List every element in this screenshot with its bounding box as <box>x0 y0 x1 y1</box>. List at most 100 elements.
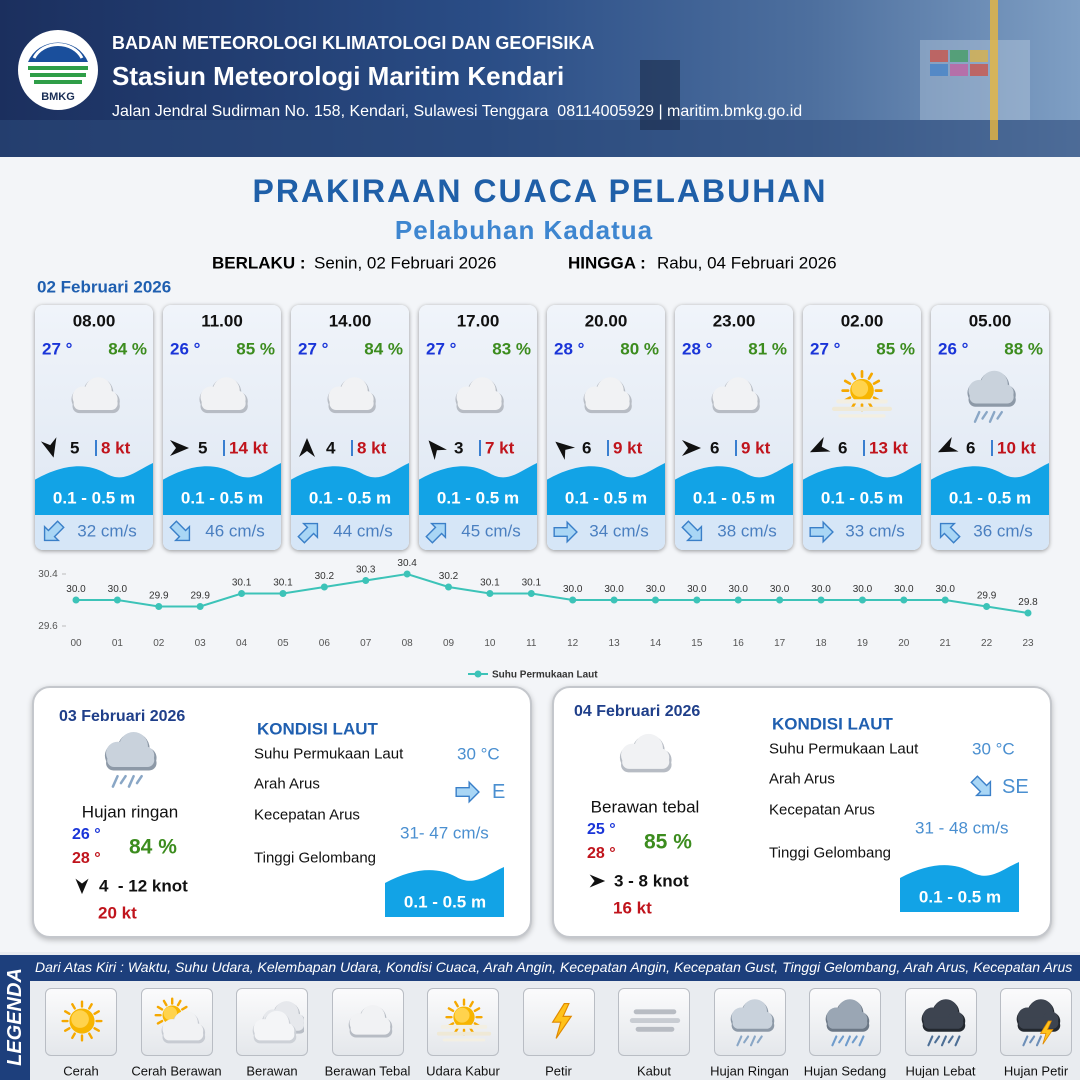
condition: Hujan ringan <box>81 802 179 822</box>
graphic <box>937 436 959 453</box>
wind-range: 4 - 12 knot <box>99 876 188 896</box>
graphic <box>436 1031 492 1036</box>
legend-icon <box>629 1009 681 1032</box>
data-label: 30.0 <box>853 584 873 595</box>
graphic <box>589 874 606 888</box>
point <box>362 577 370 584</box>
point <box>155 603 163 610</box>
x-tick-label: 03 <box>195 638 207 649</box>
graphic <box>930 50 948 62</box>
graphic <box>970 50 988 62</box>
graphic <box>713 397 758 410</box>
graphic <box>385 867 504 917</box>
graphic <box>71 1003 76 1010</box>
temp-min: 25 ° <box>587 821 616 838</box>
wind-arrow <box>555 441 576 460</box>
current-arrow <box>970 775 992 797</box>
graphic <box>473 1007 481 1013</box>
wind-arrow <box>589 874 606 888</box>
air-temp: 28 ° <box>682 339 713 359</box>
legend-icon <box>921 999 965 1047</box>
graphic <box>967 370 1016 407</box>
graphic <box>156 1005 163 1011</box>
wind-arrow <box>428 440 447 461</box>
graphic <box>827 1017 868 1029</box>
point <box>113 596 121 604</box>
graphic <box>28 66 88 84</box>
gust: 10 kt <box>997 438 1036 458</box>
current-speed: 33 cm/s <box>845 521 905 541</box>
graphic <box>135 774 143 785</box>
x-tick-label: 15 <box>691 638 703 649</box>
air-temp: 27 ° <box>426 339 457 359</box>
sea-label: Kecepatan Arus <box>769 801 875 819</box>
graphic <box>838 1035 845 1044</box>
day-date: 04 Februari 2026 <box>574 703 701 720</box>
graphic <box>981 410 988 420</box>
point <box>693 596 701 604</box>
wind-speed: 6 <box>582 438 592 458</box>
day-date: 03 Februari 2026 <box>59 708 186 725</box>
data-label: 30.4 <box>397 558 417 569</box>
x-tick-label: 14 <box>650 638 662 649</box>
point <box>817 596 825 604</box>
wave-height: 0.1 - 0.5 m <box>692 488 776 508</box>
point <box>983 603 991 610</box>
wind-arrow <box>682 440 701 456</box>
humidity: 83 % <box>492 339 531 359</box>
graphic <box>1016 999 1061 1032</box>
legend-icon <box>825 999 870 1047</box>
separator <box>607 440 609 456</box>
legend-box <box>522 988 595 1056</box>
point <box>445 583 453 591</box>
graphic <box>742 1035 749 1044</box>
address: Jalan Jendral Sudirman No. 158, Kendari,… <box>112 103 803 120</box>
point <box>858 596 866 604</box>
forecast-card: 05.00 26 ° 88 % 6 10 kt 0.1 - 0.5 m 36 cm/s <box>931 305 1049 550</box>
graphic <box>973 410 981 423</box>
graphic <box>970 64 988 76</box>
x-tick-label: 04 <box>236 638 248 649</box>
graphic <box>732 1017 772 1029</box>
gust: 7 kt <box>485 438 515 458</box>
legend-item: Cerah Berawan <box>131 1063 222 1079</box>
humidity: 84 % <box>108 339 147 359</box>
graphic <box>455 780 480 804</box>
graphic <box>428 440 447 461</box>
graphic <box>831 1035 838 1047</box>
graphic <box>0 120 1080 157</box>
title: PRAKIRAAN CUACA PELABUHAN <box>252 173 828 209</box>
graphic <box>104 732 157 771</box>
wave-band <box>803 463 921 515</box>
legend-item: Petir <box>545 1063 572 1079</box>
legend-item: Berawan <box>246 1063 298 1079</box>
data-label: 30.0 <box>66 584 86 595</box>
x-tick-label: 17 <box>774 638 786 649</box>
wave-height: 0.1 - 0.5 m <box>820 488 904 508</box>
wave-band <box>163 463 281 515</box>
legend-item: Berawan Tebal <box>324 1063 411 1079</box>
legend-marker <box>474 670 482 678</box>
current-arrow <box>809 520 834 544</box>
wave-band <box>675 463 793 515</box>
legend-box <box>618 988 690 1056</box>
forecast-date: 02 Februari 2026 <box>37 277 172 297</box>
x-tick-label: 18 <box>815 638 827 649</box>
graphic <box>75 878 89 895</box>
graphic <box>252 1010 297 1044</box>
legend-box <box>236 988 308 1056</box>
data-label: 29.9 <box>149 591 169 602</box>
legend-item: Hujan Ringan <box>710 1063 789 1079</box>
legend-box <box>45 988 117 1056</box>
sea-label: Kecepatan Arus <box>254 806 360 824</box>
data-label: 30.1 <box>232 578 252 589</box>
graphic <box>161 1010 205 1044</box>
legend-item: Udara Kabur <box>426 1063 500 1079</box>
x-tick-label: 19 <box>857 638 869 649</box>
temp-max: 28 ° <box>587 845 616 862</box>
graphic <box>844 1035 851 1047</box>
graphic <box>953 1035 961 1047</box>
time: 14.00 <box>328 311 372 331</box>
gust: 13 kt <box>869 438 908 458</box>
